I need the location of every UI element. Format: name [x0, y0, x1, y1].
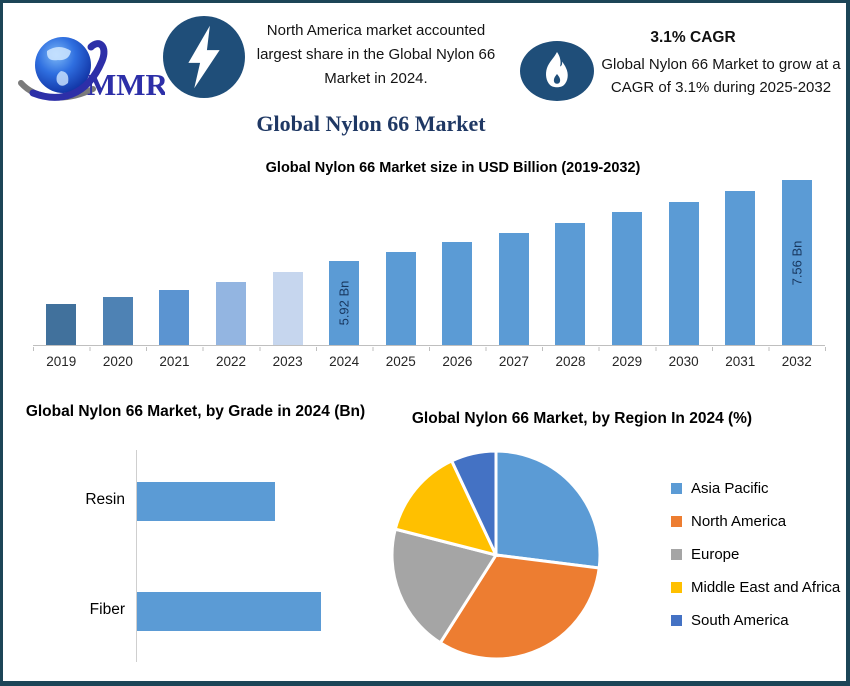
legend-item-asia-pacific: Asia Pacific	[671, 478, 840, 499]
region-pie-title: Global Nylon 66 Market, by Region In 202…	[411, 410, 753, 427]
x-axis-label-2032: 2032	[781, 354, 812, 369]
legend-swatch-icon	[671, 516, 682, 527]
legend-label: Europe	[691, 546, 740, 563]
market-size-chart-title: Global Nylon 66 Market size in USD Billi…	[265, 160, 641, 176]
grade-label-resin: Resin	[85, 491, 125, 508]
globe-continent	[56, 71, 69, 86]
bar-column-2032: 7.56 Bn	[769, 179, 826, 345]
region-pie	[390, 449, 602, 661]
region-pie-chart: Global Nylon 66 Market, by Region In 202…	[388, 398, 846, 681]
cagr-block: 3.1% CAGR Global Nylon 66 Market to grow…	[601, 29, 841, 99]
region-pie-legend: Asia Pacific North America Europe Middle Ea…	[671, 478, 840, 643]
flame-icon	[520, 41, 594, 101]
north-america-highlight-text: North America market accounted largest s…	[256, 22, 496, 87]
legend-swatch-icon	[671, 483, 682, 494]
x-axis-label-2028: 2028	[555, 354, 586, 369]
x-axis-labels: 2019 2020 2021 2022 2023 2024 2025 2026 2027 2028…	[33, 354, 825, 369]
x-axis-ticks	[33, 347, 826, 351]
legend-swatch-icon	[671, 549, 682, 560]
logo-text: MMR	[87, 67, 165, 102]
bar-column-2030	[655, 179, 712, 345]
bar-2030	[668, 202, 699, 345]
grade-bar-fiber	[137, 592, 321, 631]
bar-2023	[272, 272, 303, 345]
bar-2026	[442, 242, 473, 345]
bar-column-2019	[33, 179, 90, 345]
cagr-heading: 3.1% CAGR	[650, 29, 736, 46]
bar-2032: 7.56 Bn	[781, 180, 812, 345]
x-axis-label-2030: 2030	[668, 354, 699, 369]
bar-column-2029	[599, 179, 656, 345]
legend-swatch-icon	[671, 615, 682, 626]
legend-label: North America	[691, 513, 787, 530]
bar-column-2024: 5.92 Bn	[316, 179, 373, 345]
bar-column-2031	[712, 179, 769, 345]
x-axis-label-2026: 2026	[442, 354, 473, 369]
globe-continent	[46, 47, 71, 61]
pie-slice-south-america	[449, 449, 498, 556]
bar-column-2020	[90, 179, 147, 345]
x-axis-label-2020: 2020	[102, 354, 133, 369]
grade-label-fiber: Fiber	[89, 601, 125, 618]
pie-slice-europe	[390, 527, 499, 645]
market-size-bar-plot: 5.92 Bn 7.56 Bn	[33, 179, 825, 346]
bar-column-2025	[372, 179, 429, 345]
x-axis-label-2024: 2024	[329, 354, 360, 369]
bar-2031	[725, 191, 756, 345]
bar-column-2023	[259, 179, 316, 345]
bar-2028	[555, 222, 586, 345]
grade-chart: Global Nylon 66 Market, by Grade in 2024…	[3, 393, 393, 681]
legend-item-north-america: North America	[671, 511, 840, 532]
grade-chart-axis-line	[136, 450, 137, 662]
pie-slice-asia-pacific	[494, 449, 602, 570]
legend-item-europe: Europe	[671, 544, 840, 565]
bar-column-2028	[542, 179, 599, 345]
legend-label: Middle East and Africa	[691, 579, 841, 596]
bar-column-2021	[146, 179, 203, 345]
legend-swatch-icon	[671, 582, 682, 593]
x-axis-label-2019: 2019	[46, 354, 77, 369]
pie-slice-middle-east-and-africa	[393, 458, 499, 558]
legend-item-south-america: South America	[671, 610, 840, 631]
legend-item-middle-east-and-africa: Middle East and Africa	[671, 577, 840, 598]
legend-label: South America	[691, 612, 789, 629]
cagr-note: Global Nylon 66 Market to grow at a CAGR…	[601, 56, 841, 96]
bar-2020	[102, 296, 133, 345]
x-axis-label-2021: 2021	[159, 354, 190, 369]
logo-blue-swoosh-icon	[29, 40, 108, 101]
bar-column-2027	[486, 179, 543, 345]
mmr-logo: MMR	[18, 37, 165, 102]
bar-value-label-2032: 7.56 Bn	[789, 240, 805, 285]
lightning-bolt-icon	[163, 16, 245, 98]
bar-2019	[46, 304, 77, 345]
x-axis-label-2031: 2031	[725, 354, 756, 369]
x-axis-label-2029: 2029	[612, 354, 643, 369]
grade-chart-title: Global Nylon 66 Market, by Grade in 2024…	[25, 403, 366, 420]
bar-column-2026	[429, 179, 486, 345]
bar-value-label-2024: 5.92 Bn	[336, 280, 352, 326]
x-axis-label-2025: 2025	[385, 354, 416, 369]
page-title: Global Nylon 66 Market	[256, 111, 486, 136]
bar-2025	[385, 251, 416, 345]
grade-bar-resin	[137, 482, 275, 521]
bar-2024: 5.92 Bn	[329, 260, 360, 345]
bar-2022	[216, 281, 247, 345]
bar-column-2022	[203, 179, 260, 345]
bar-2021	[159, 289, 190, 345]
bar-2029	[612, 212, 643, 345]
x-axis-label-2027: 2027	[498, 354, 529, 369]
legend-label: Asia Pacific	[691, 480, 769, 497]
bar-2027	[498, 232, 529, 345]
x-axis-label-2022: 2022	[216, 354, 247, 369]
x-axis-label-2023: 2023	[272, 354, 303, 369]
